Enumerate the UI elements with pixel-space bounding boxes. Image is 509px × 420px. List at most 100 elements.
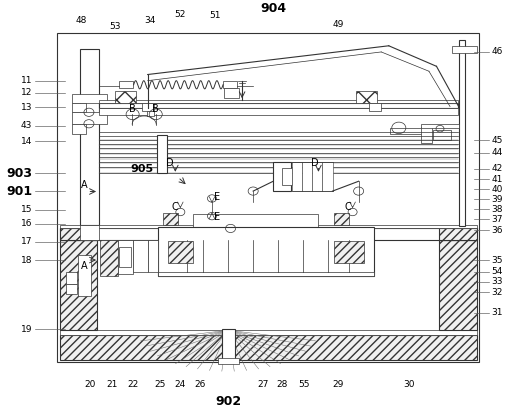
Text: 29: 29 — [332, 381, 344, 389]
Text: 46: 46 — [491, 47, 502, 56]
Bar — [312, 163, 322, 191]
Bar — [221, 329, 234, 360]
Bar — [438, 240, 476, 330]
Text: 30: 30 — [402, 381, 414, 389]
Text: 48: 48 — [75, 16, 87, 25]
Bar — [389, 128, 427, 134]
Text: 54: 54 — [491, 267, 502, 276]
Text: 14: 14 — [21, 136, 32, 145]
Text: 25: 25 — [154, 381, 165, 389]
Text: 31: 31 — [491, 308, 502, 317]
Bar — [420, 124, 458, 128]
Bar — [118, 81, 132, 89]
Bar — [273, 163, 290, 191]
Bar — [458, 39, 464, 226]
Bar — [148, 239, 157, 272]
Text: 904: 904 — [260, 2, 286, 15]
Text: 44: 44 — [491, 148, 502, 157]
Bar — [432, 130, 449, 140]
Bar — [72, 94, 106, 103]
Bar — [222, 81, 237, 89]
Bar — [355, 91, 377, 103]
Bar — [80, 225, 99, 240]
Bar — [368, 103, 381, 111]
Text: 15: 15 — [21, 205, 32, 215]
Bar — [118, 247, 131, 268]
Text: 16: 16 — [21, 219, 32, 228]
Bar — [333, 241, 363, 263]
Bar — [162, 213, 178, 225]
Text: B: B — [129, 104, 136, 113]
Bar — [78, 255, 91, 296]
Bar — [157, 227, 373, 276]
Text: 27: 27 — [257, 381, 268, 389]
Text: 38: 38 — [491, 205, 502, 214]
Text: A: A — [80, 180, 87, 190]
Text: C: C — [171, 202, 178, 212]
Bar — [60, 330, 476, 335]
Text: 19: 19 — [21, 325, 32, 333]
Text: 42: 42 — [491, 164, 502, 173]
Text: 55: 55 — [298, 381, 309, 389]
Bar — [60, 240, 97, 330]
Bar — [57, 34, 478, 362]
Bar — [192, 214, 318, 228]
Bar — [420, 127, 432, 144]
Text: 12: 12 — [21, 89, 32, 97]
Bar — [292, 163, 302, 191]
Bar — [438, 228, 476, 240]
Bar — [117, 240, 132, 273]
Bar — [66, 284, 77, 294]
Text: 45: 45 — [491, 136, 502, 145]
Text: 41: 41 — [491, 175, 502, 184]
Bar — [60, 335, 476, 360]
Text: A: A — [80, 261, 87, 271]
Text: C: C — [344, 202, 350, 212]
Bar — [156, 135, 166, 173]
Text: 26: 26 — [194, 381, 206, 389]
Bar — [282, 168, 292, 184]
Bar — [66, 272, 77, 284]
Text: 20: 20 — [84, 381, 95, 389]
Text: 24: 24 — [175, 381, 186, 389]
Text: E: E — [213, 192, 219, 202]
Bar — [100, 239, 117, 276]
Text: 13: 13 — [21, 103, 32, 112]
Text: 51: 51 — [209, 11, 221, 20]
Bar — [450, 46, 476, 53]
Bar — [223, 89, 239, 97]
Bar — [167, 241, 192, 263]
Text: 43: 43 — [21, 121, 32, 130]
Text: D: D — [310, 158, 318, 168]
Bar — [60, 228, 97, 240]
Text: 11: 11 — [21, 76, 32, 85]
Bar — [80, 49, 99, 225]
Bar — [132, 239, 148, 272]
Bar — [60, 225, 476, 228]
Text: E: E — [213, 213, 219, 222]
Bar — [115, 91, 136, 103]
Text: 36: 36 — [491, 226, 502, 235]
Text: 34: 34 — [144, 16, 156, 25]
Bar — [142, 103, 154, 111]
Bar — [99, 108, 457, 115]
Bar — [147, 111, 154, 116]
Text: B: B — [152, 104, 159, 113]
Text: 905: 905 — [130, 164, 153, 174]
Text: 53: 53 — [109, 22, 121, 32]
Text: 18: 18 — [21, 255, 32, 265]
Bar — [333, 213, 348, 225]
Bar — [72, 124, 86, 134]
Bar — [72, 103, 86, 112]
Bar — [99, 100, 457, 103]
Text: D: D — [166, 158, 174, 168]
Bar — [217, 358, 239, 364]
Text: 49: 49 — [332, 20, 344, 29]
Text: 39: 39 — [491, 195, 502, 204]
Text: 35: 35 — [491, 255, 502, 265]
Text: 902: 902 — [215, 395, 241, 408]
Bar — [302, 163, 312, 191]
Text: 28: 28 — [276, 381, 288, 389]
Text: 52: 52 — [174, 10, 186, 19]
Bar — [72, 112, 106, 124]
